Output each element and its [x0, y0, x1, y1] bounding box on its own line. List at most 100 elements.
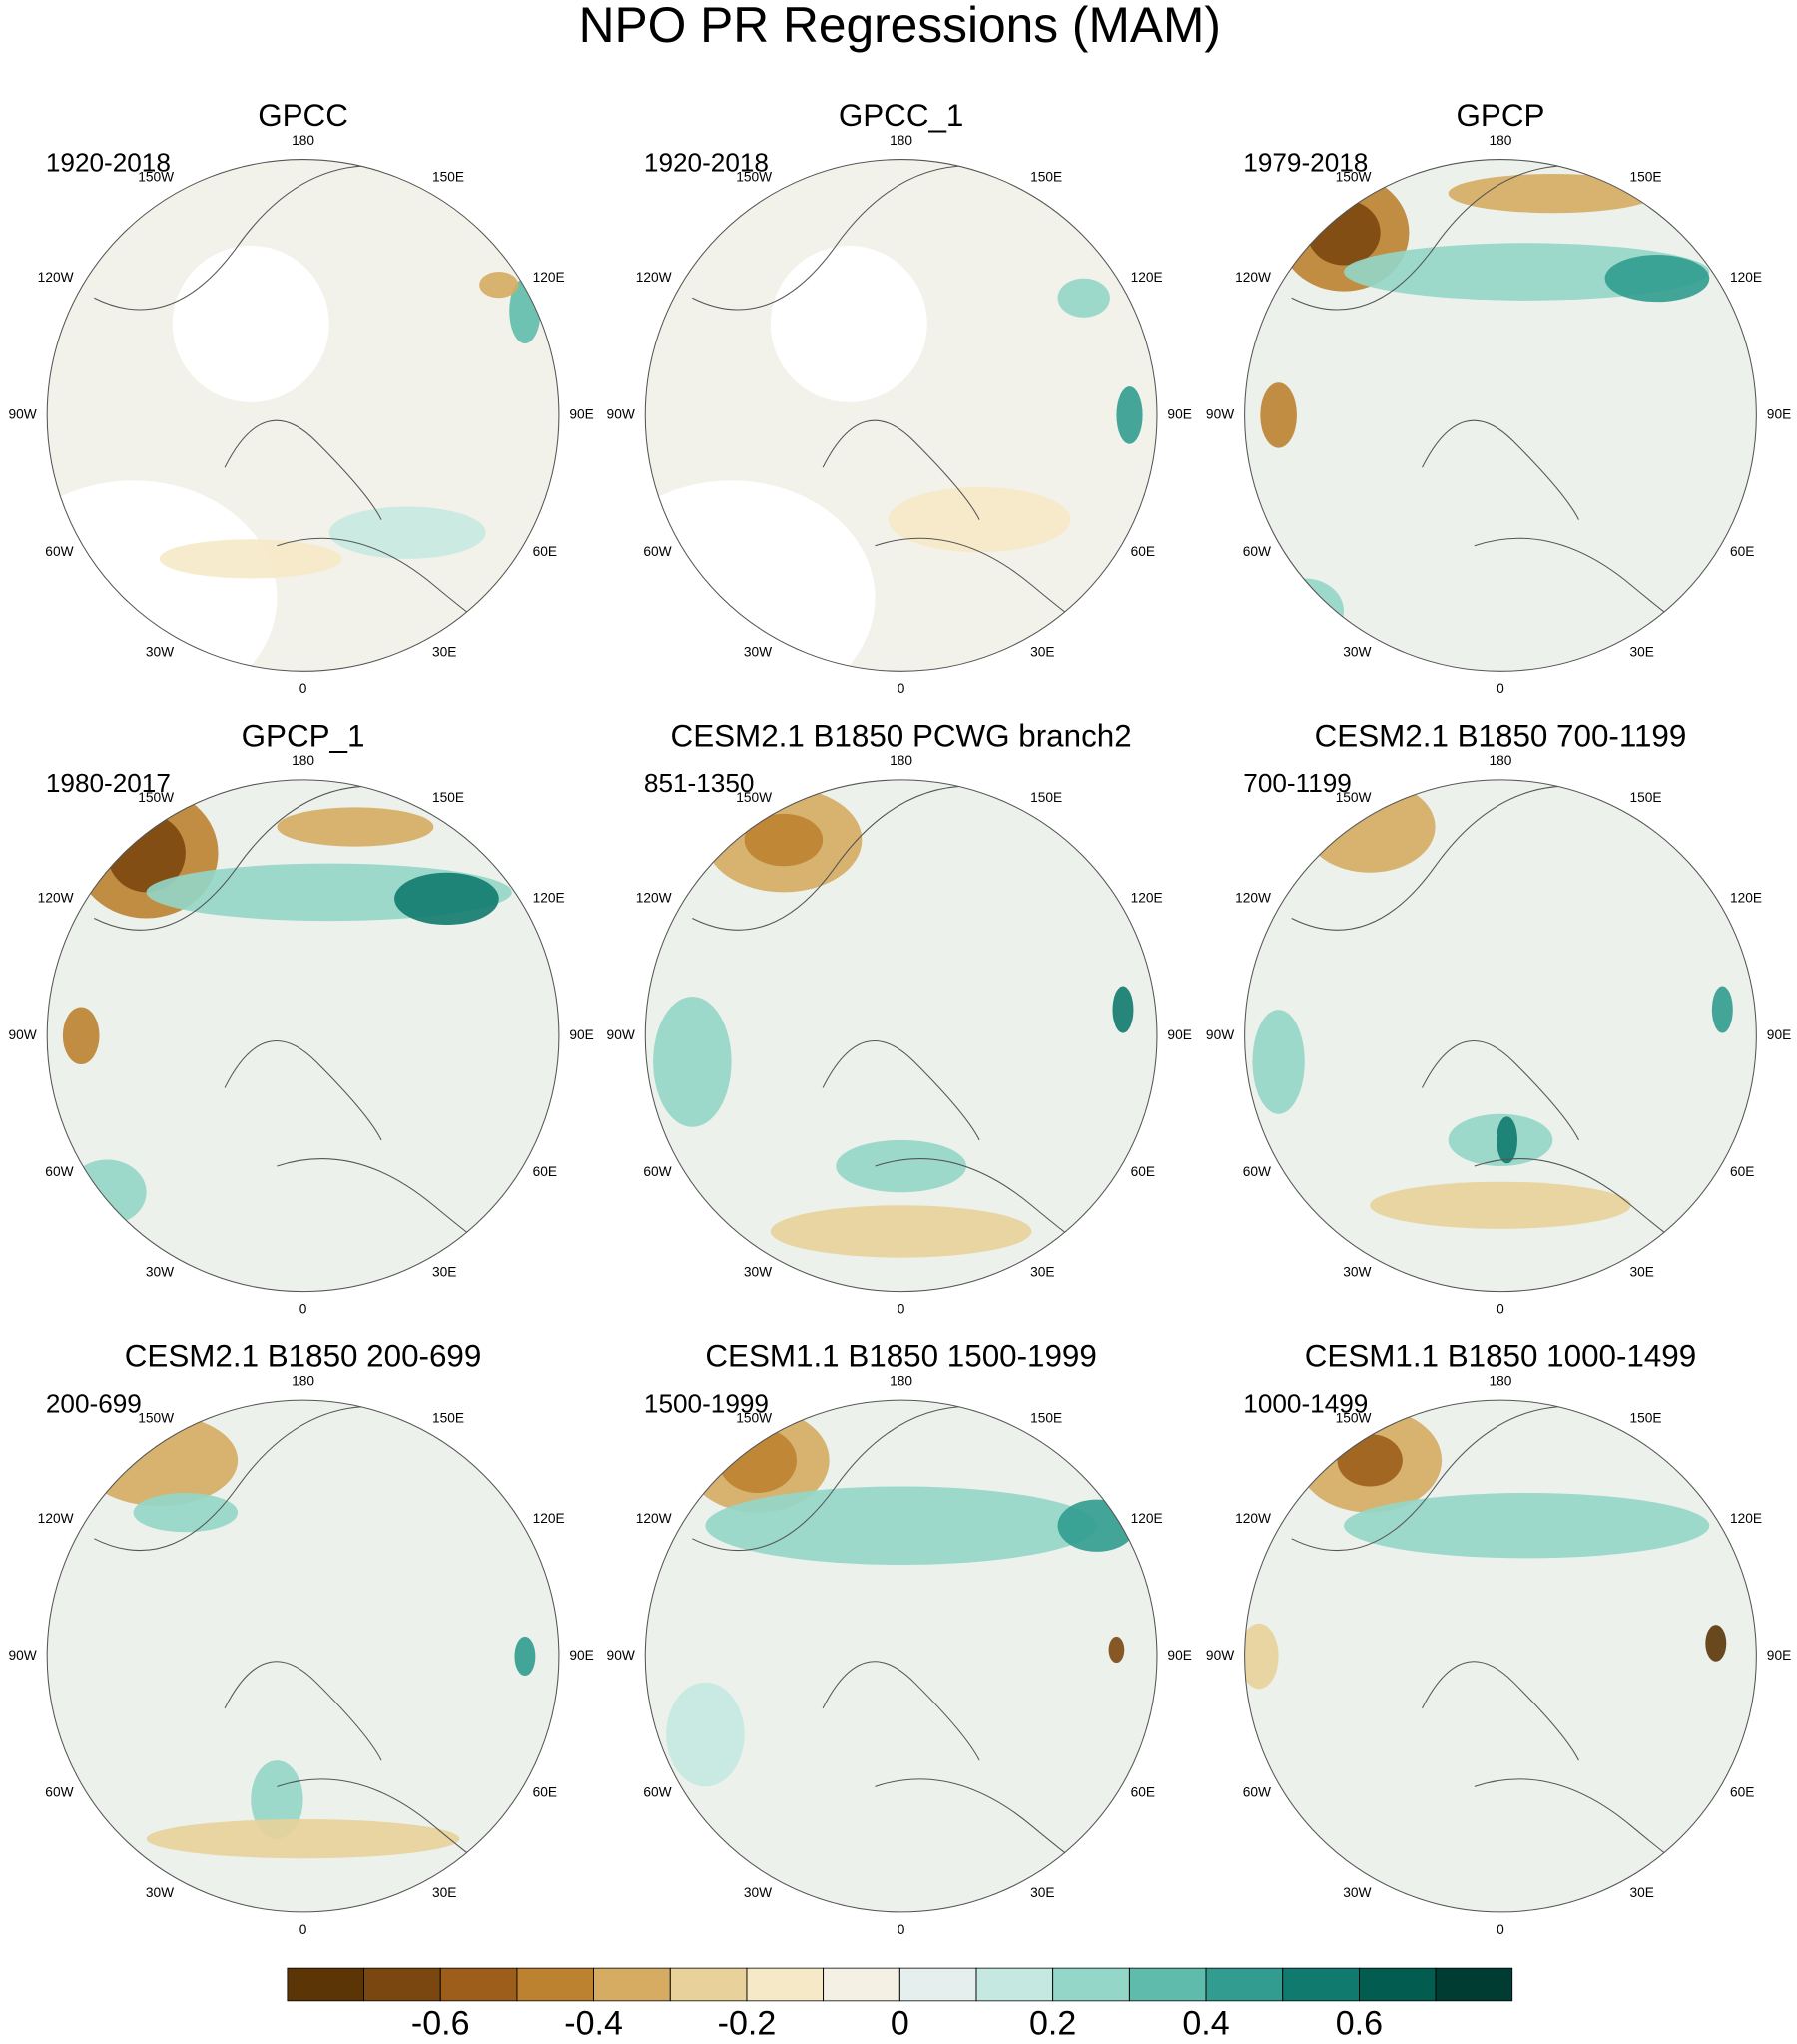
- colorbar-box: [287, 1967, 364, 2002]
- field-blob: [1116, 386, 1143, 444]
- longitude-label: 150W: [736, 790, 772, 805]
- longitude-label: 30W: [744, 1885, 772, 1900]
- longitude-label: 90E: [1167, 1648, 1191, 1663]
- longitude-label: 120E: [533, 891, 565, 906]
- longitude-label: 60W: [1243, 1784, 1271, 1799]
- longitude-label: 30W: [146, 644, 174, 659]
- field-blob: [1057, 278, 1110, 318]
- map-border: [644, 159, 1158, 672]
- map-panel: 180 150E 120E 90E 60E 30E 0 30W 60W 90W 120W 150W CE…: [9, 1339, 594, 1937]
- longitude-label: 60E: [1131, 544, 1155, 559]
- colorbar-box: [975, 1967, 1054, 2002]
- longitude-label: 90W: [9, 407, 37, 422]
- map-background: [1244, 779, 1757, 1292]
- longitude-label: 90E: [1167, 407, 1191, 422]
- missing-data: [47, 480, 278, 672]
- longitude-label: 150W: [138, 170, 174, 185]
- panel-period: 1500-1999: [644, 1388, 769, 1418]
- longitude-label: 90E: [569, 407, 593, 422]
- field-blob: [1370, 1181, 1631, 1229]
- longitude-label: 180: [890, 133, 912, 148]
- panel-title: CESM1.1 B1850 1500-1999: [705, 1339, 1096, 1374]
- colorbar-box: [1128, 1967, 1207, 2002]
- longitude-label: 0: [1497, 681, 1504, 696]
- longitude-label: 60W: [45, 1164, 73, 1179]
- field-blob: [1448, 173, 1657, 214]
- colorbar-tick-label: 0.4: [1182, 2005, 1229, 2043]
- map-border: [644, 779, 1158, 1293]
- longitude-label: 150E: [1030, 790, 1062, 805]
- panel-title: GPCC: [258, 98, 348, 133]
- field-blob: [159, 539, 342, 579]
- longitude-label: 150W: [1336, 1410, 1372, 1425]
- longitude-label: 90W: [1206, 1027, 1234, 1042]
- longitude-label: 150W: [138, 1410, 174, 1425]
- longitude-label: 60E: [533, 1164, 557, 1179]
- colorbar-box: [823, 1967, 900, 2002]
- longitude-label: 30E: [1629, 1265, 1653, 1280]
- longitude-label: 120E: [1730, 270, 1762, 285]
- field-blob: [705, 1486, 1097, 1565]
- field-blob: [1604, 255, 1710, 303]
- field-blob: [1260, 382, 1297, 448]
- longitude-label: 150E: [1629, 790, 1661, 805]
- colorbar-tick-label: -0.6: [411, 2005, 470, 2043]
- longitude-label: 180: [1490, 133, 1512, 148]
- longitude-label: 150E: [1030, 1410, 1062, 1425]
- longitude-label: 0: [898, 1302, 905, 1317]
- field-blob: [1112, 986, 1134, 1033]
- map-border: [1244, 159, 1757, 672]
- longitude-label: 90E: [569, 1027, 593, 1042]
- colorbar-box: [1052, 1967, 1130, 2002]
- longitude-label: 120W: [636, 270, 672, 285]
- map-panel: 180 150E 120E 90E 60E 30E 0 30W 60W 90W 120W 150W CE…: [1206, 718, 1791, 1316]
- longitude-label: 0: [300, 1302, 307, 1317]
- longitude-label: 90E: [569, 1648, 593, 1663]
- longitude-label: 180: [1490, 753, 1512, 768]
- colorbar-box: [363, 1967, 441, 2002]
- field-blob: [1497, 1116, 1517, 1164]
- field-blob: [251, 1760, 303, 1839]
- longitude-label: 90W: [1206, 1648, 1234, 1663]
- longitude-label: 0: [898, 681, 905, 696]
- longitude-label: 0: [898, 1922, 905, 1937]
- field-blob: [770, 1205, 1032, 1258]
- longitude-label: 150W: [736, 1410, 772, 1425]
- field-blob: [1307, 200, 1381, 266]
- longitude-label: 120E: [1131, 1511, 1163, 1526]
- longitude-label: 90E: [1767, 407, 1791, 422]
- colorbar-box: [898, 1967, 977, 2002]
- longitude-label: 120W: [1235, 1511, 1271, 1526]
- longitude-label: 60W: [643, 1784, 671, 1799]
- field-blob: [1344, 1493, 1710, 1559]
- longitude-label: 180: [292, 1373, 314, 1388]
- longitude-label: 30E: [1629, 1885, 1653, 1900]
- longitude-label: 150E: [432, 1410, 464, 1425]
- colorbar-box: [1359, 1967, 1437, 2002]
- longitude-label: 0: [1497, 1922, 1504, 1937]
- missing-data: [645, 480, 876, 672]
- panel-period: 1920-2018: [46, 148, 171, 178]
- longitude-label: 120E: [1730, 891, 1762, 906]
- longitude-label: 60E: [533, 544, 557, 559]
- longitude-label: 90W: [1206, 407, 1234, 422]
- longitude-label: 0: [300, 1922, 307, 1937]
- longitude-label: 120E: [1730, 1511, 1762, 1526]
- colorbar-tick-label: -0.4: [564, 2005, 623, 2043]
- field-blob: [718, 1427, 797, 1494]
- field-blob: [394, 872, 499, 926]
- map-field: [81, 1405, 536, 1881]
- longitude-label: 120E: [1131, 270, 1163, 285]
- panel-title: CESM2.1 B1850 700-1199: [1315, 718, 1687, 753]
- panel-title: GPCC_1: [839, 98, 964, 133]
- map-panel: 180 150E 120E 90E 60E 30E 0 30W 60W 90W 120W 150W GP…: [9, 718, 594, 1316]
- longitude-label: 150E: [1629, 170, 1661, 185]
- field-blob: [68, 1159, 147, 1225]
- longitude-label: 60E: [1730, 1164, 1754, 1179]
- field-blob: [1265, 578, 1345, 644]
- longitude-label: 120E: [533, 1511, 565, 1526]
- longitude-label: 120W: [38, 891, 74, 906]
- longitude-label: 30E: [432, 1265, 456, 1280]
- longitude-label: 30E: [432, 644, 456, 659]
